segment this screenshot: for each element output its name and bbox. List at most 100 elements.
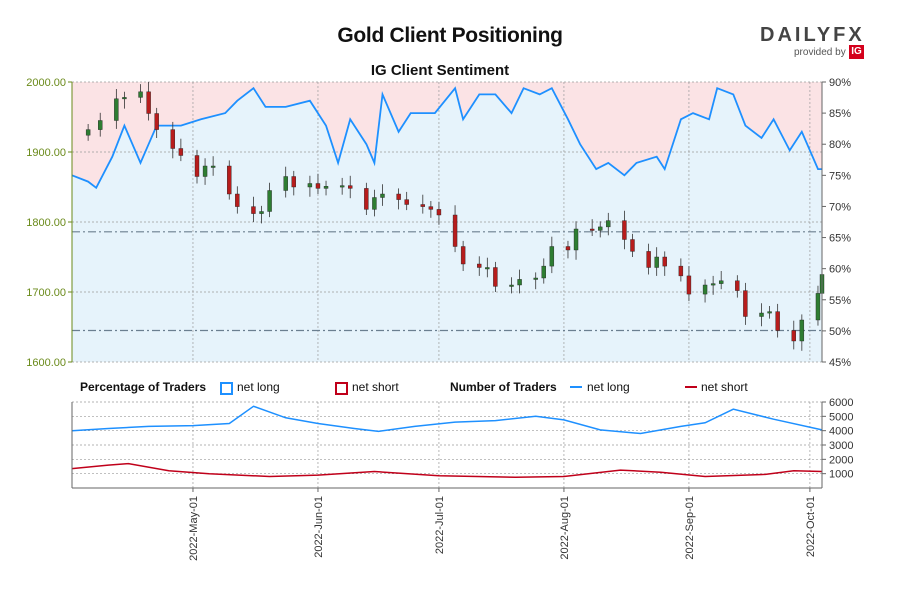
candle bbox=[315, 183, 321, 189]
candle bbox=[452, 214, 458, 247]
price-axes: 1600.00 1700.00 1800.00 1900.00 2000.00 45% 50… bbox=[26, 77, 851, 369]
candle bbox=[598, 226, 603, 231]
candle bbox=[735, 280, 740, 291]
date-tick-label: 2022-Jul-01 bbox=[434, 496, 446, 554]
candle bbox=[759, 312, 764, 317]
candle bbox=[420, 204, 426, 207]
net-short-swatch-icon bbox=[335, 382, 348, 395]
legend-pct-net-long: net long bbox=[237, 380, 280, 394]
candle bbox=[339, 185, 345, 188]
legend-percentage-heading: Percentage of Traders bbox=[80, 380, 207, 394]
count-tick-label: 6000 bbox=[829, 397, 853, 409]
legend: Percentage of Traders net long net short… bbox=[0, 380, 900, 396]
candle bbox=[428, 206, 434, 210]
candle bbox=[154, 113, 159, 130]
pct-tick-label: 50% bbox=[829, 326, 851, 338]
net-long-percentage-series bbox=[71, 86, 822, 190]
chart-title: Gold Client Positioning bbox=[337, 24, 563, 47]
candle bbox=[202, 165, 208, 177]
dailyfx-logo: DAILYFX provided by IG bbox=[760, 24, 870, 64]
net-long-pct-line bbox=[71, 86, 822, 190]
candle bbox=[493, 267, 498, 287]
legend-num-net-short: net short bbox=[701, 380, 748, 394]
candle bbox=[718, 280, 724, 284]
count-tick-label: 4000 bbox=[829, 426, 853, 438]
date-tick-label: 2022-Jun-01 bbox=[313, 496, 325, 558]
price-tick-label: 1900.00 bbox=[26, 147, 66, 159]
candle bbox=[307, 183, 313, 188]
pct-tick-label: 80% bbox=[829, 139, 851, 151]
legend-pct-net-short: net short bbox=[352, 380, 399, 394]
candle bbox=[815, 293, 821, 321]
net-long-count-line bbox=[71, 405, 823, 435]
candle bbox=[799, 319, 805, 342]
net-long-swatch-icon bbox=[220, 382, 233, 395]
candle bbox=[210, 165, 216, 168]
candle bbox=[170, 129, 176, 149]
ig-badge-icon: IG bbox=[849, 45, 864, 59]
logo-tagline: provided by bbox=[794, 47, 846, 58]
traders-axes: 1000 2000 3000 4000 5000 6000 2022-May-01 2022-… bbox=[71, 397, 853, 561]
candle bbox=[122, 97, 127, 100]
reference-lines bbox=[72, 231, 822, 332]
candle bbox=[396, 193, 401, 200]
candle bbox=[791, 330, 796, 342]
net-long-line-swatch-icon bbox=[570, 386, 582, 388]
candle bbox=[710, 283, 716, 286]
candle bbox=[227, 165, 232, 195]
date-tick-label: 2022-May-01 bbox=[188, 496, 200, 561]
candle bbox=[283, 176, 288, 191]
legend-num-net-long: net long bbox=[587, 380, 630, 394]
pct-tick-label: 85% bbox=[829, 108, 851, 120]
candle bbox=[323, 186, 329, 189]
legend-number-heading: Number of Traders bbox=[450, 380, 557, 394]
candle bbox=[364, 188, 369, 210]
candle bbox=[606, 220, 611, 228]
pct-tick-label: 75% bbox=[829, 170, 851, 182]
net-long-area bbox=[72, 88, 822, 362]
candle bbox=[404, 199, 409, 205]
price-tick-label: 1600.00 bbox=[26, 357, 66, 369]
pct-tick-label: 90% bbox=[829, 77, 851, 89]
candle bbox=[477, 263, 482, 268]
candle bbox=[251, 206, 256, 214]
candle bbox=[743, 290, 748, 317]
logo-wordmark: DAILYFX bbox=[760, 24, 865, 46]
pct-tick-label: 60% bbox=[829, 264, 851, 276]
candle bbox=[678, 265, 684, 277]
count-tick-label: 5000 bbox=[829, 411, 853, 423]
candle bbox=[485, 267, 490, 270]
candle bbox=[114, 98, 119, 121]
price-tick-label: 1800.00 bbox=[26, 217, 66, 229]
candle bbox=[541, 265, 546, 279]
candle bbox=[517, 279, 522, 286]
candle bbox=[291, 176, 296, 188]
candle bbox=[380, 193, 385, 198]
net-short-count-line bbox=[71, 462, 823, 479]
candle bbox=[259, 211, 264, 214]
candle bbox=[372, 197, 377, 210]
candle bbox=[686, 275, 692, 295]
candle bbox=[98, 120, 103, 130]
candle bbox=[573, 228, 579, 251]
candle bbox=[767, 311, 772, 314]
net-short-line-swatch-icon bbox=[685, 386, 697, 388]
pct-tick-label: 55% bbox=[829, 295, 851, 307]
candle bbox=[646, 251, 651, 268]
candle bbox=[549, 246, 555, 267]
candle bbox=[235, 193, 240, 207]
count-tick-label: 3000 bbox=[829, 440, 853, 452]
price-tick-label: 1700.00 bbox=[26, 287, 66, 299]
date-tick-label: 2022-Aug-01 bbox=[559, 496, 571, 560]
candle bbox=[589, 228, 595, 231]
candle bbox=[622, 220, 627, 240]
candle bbox=[702, 284, 708, 295]
count-tick-label: 2000 bbox=[829, 454, 853, 466]
candle bbox=[436, 209, 442, 216]
candle bbox=[509, 284, 514, 287]
pct-tick-label: 65% bbox=[829, 233, 851, 245]
candle bbox=[654, 256, 659, 268]
candle bbox=[85, 129, 91, 136]
candle bbox=[565, 246, 571, 251]
traders-series bbox=[71, 405, 823, 479]
